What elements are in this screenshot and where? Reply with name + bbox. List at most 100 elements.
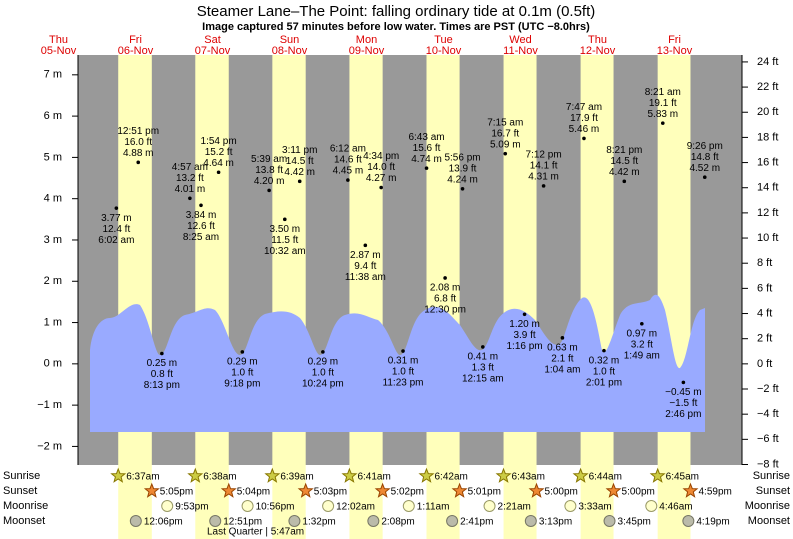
moonrise-time: 2:21am bbox=[498, 502, 531, 513]
y2-tick-label: 10 ft bbox=[757, 232, 778, 244]
tide-label: 3.84 m bbox=[186, 210, 217, 221]
sunset-time: 5:02pm bbox=[391, 487, 424, 498]
tide-label: 1:04 am bbox=[544, 364, 580, 375]
sunset-icon bbox=[682, 482, 699, 498]
tide-label: 15.2 ft bbox=[205, 147, 233, 158]
moonrise-time: 12:02am bbox=[336, 502, 375, 513]
sunrise-time: 6:39am bbox=[280, 472, 313, 483]
y-tick-label: 6 m bbox=[44, 110, 62, 122]
sunset-time: 4:59pm bbox=[698, 487, 731, 498]
moonrise-icon bbox=[564, 500, 577, 512]
tide-label: 9.4 ft bbox=[354, 261, 376, 272]
day-date: 13-Nov bbox=[657, 45, 693, 57]
sunrise-icon bbox=[572, 467, 589, 483]
tide-label: 12.6 ft bbox=[187, 221, 215, 232]
tide-point bbox=[188, 196, 192, 201]
moonset-icon bbox=[524, 515, 537, 527]
y-tick-label: 2 m bbox=[44, 275, 62, 287]
tide-point bbox=[379, 185, 383, 190]
row-label: Moonset bbox=[748, 515, 790, 527]
tide-label: 6:12 am bbox=[330, 144, 366, 155]
y-tick-label: 0 m bbox=[44, 358, 62, 370]
tide-point bbox=[622, 179, 627, 184]
tide-point bbox=[541, 184, 546, 188]
tide-label: 1.20 m bbox=[509, 319, 540, 330]
moonset-icon bbox=[682, 515, 695, 527]
sunset-time: 5:05pm bbox=[160, 487, 193, 498]
y2-tick-label: 18 ft bbox=[757, 131, 778, 143]
tide-label: 1:16 pm bbox=[506, 341, 542, 352]
tide-label: 13.8 ft bbox=[255, 165, 283, 176]
moonset-icon bbox=[129, 515, 142, 527]
tide-label: 4.88 m bbox=[123, 148, 154, 159]
tide-label: 12:15 am bbox=[462, 374, 504, 385]
day-name: Sat bbox=[204, 34, 221, 46]
tide-label: 3.9 ft bbox=[513, 330, 535, 341]
sunrise-time: 6:45am bbox=[666, 472, 699, 483]
tide-label: 2:46 pm bbox=[665, 409, 701, 420]
tide-point bbox=[522, 312, 527, 317]
tide-label: 1.3 ft bbox=[472, 363, 494, 374]
y2-tick-label: 22 ft bbox=[757, 81, 778, 93]
sunrise-time: 6:41am bbox=[357, 472, 390, 483]
tide-label: 12:51 pm bbox=[117, 126, 159, 137]
y2-tick-label: 16 ft bbox=[757, 156, 778, 168]
tide-label: 11.5 ft bbox=[271, 235, 298, 246]
day-name: Sun bbox=[280, 34, 300, 46]
row-label: Moonset bbox=[3, 515, 45, 527]
daylight-band-bottom bbox=[657, 465, 691, 539]
moonrise-icon bbox=[645, 500, 658, 512]
tide-label: 14.5 ft bbox=[610, 156, 638, 167]
tide-label: −1.5 ft bbox=[669, 398, 697, 409]
tide-label: 14.8 ft bbox=[691, 152, 719, 163]
tide-label: 10:32 am bbox=[264, 246, 306, 257]
day-name: Thu bbox=[49, 34, 68, 46]
tide-point bbox=[267, 188, 271, 193]
sunrise-icon bbox=[110, 467, 127, 483]
tide-label: 4.20 m bbox=[254, 176, 285, 187]
moonset-time: 12:06pm bbox=[144, 517, 183, 528]
tide-point bbox=[297, 179, 302, 184]
tide-point bbox=[424, 166, 429, 170]
sunrise-time: 6:37am bbox=[126, 472, 159, 483]
sunrise-time: 6:38am bbox=[203, 472, 236, 483]
sunset-time: 5:00pm bbox=[545, 487, 578, 498]
y-tick-label: 3 m bbox=[44, 234, 62, 246]
tide-label: 1.0 ft bbox=[231, 368, 253, 379]
sunrise-time: 6:43am bbox=[512, 472, 545, 483]
moonset-icon bbox=[288, 515, 301, 527]
tide-label: 3:11 pm bbox=[282, 145, 317, 156]
sunrise-icon bbox=[341, 467, 358, 483]
tide-label: 7:47 am bbox=[566, 102, 602, 113]
tide-point bbox=[460, 186, 465, 191]
tide-label: 0.41 m bbox=[468, 352, 499, 363]
y2-tick-label: 4 ft bbox=[757, 307, 772, 319]
tide-label: 4.31 m bbox=[528, 172, 559, 183]
tide-label: 11:38 am bbox=[345, 272, 386, 283]
sunset-icon bbox=[451, 482, 468, 498]
moon-phase: Last Quarter | 5:47am bbox=[207, 527, 304, 538]
row-label: Sunrise bbox=[753, 470, 790, 482]
day-date: 06-Nov bbox=[118, 45, 154, 57]
tide-label: 0.32 m bbox=[589, 355, 620, 366]
tide-label: 2.08 m bbox=[430, 283, 461, 294]
tide-label: 1.0 ft bbox=[312, 368, 334, 379]
tide-label: 6:43 am bbox=[408, 132, 444, 143]
tide-label: 3.77 m bbox=[101, 213, 132, 224]
tide-label: 1.0 ft bbox=[593, 366, 615, 377]
moonrise-time: 1:11am bbox=[417, 502, 450, 513]
tide-point bbox=[216, 170, 221, 175]
tide-label: 4:34 pm bbox=[363, 151, 399, 162]
tide-point bbox=[363, 243, 368, 248]
tide-label: 3.50 m bbox=[270, 224, 301, 235]
tide-label: 19.1 ft bbox=[649, 98, 677, 109]
sunrise-time: 6:44am bbox=[589, 472, 622, 483]
tide-point bbox=[702, 175, 707, 180]
y2-tick-label: −6 ft bbox=[757, 433, 779, 445]
tide-point bbox=[443, 276, 447, 280]
moonrise-time: 4:46am bbox=[659, 502, 692, 513]
day-name: Fri bbox=[668, 34, 681, 46]
chart-subtitle: Image captured 57 minutes before low wat… bbox=[202, 21, 590, 33]
day-date: 05-Nov bbox=[41, 45, 77, 57]
